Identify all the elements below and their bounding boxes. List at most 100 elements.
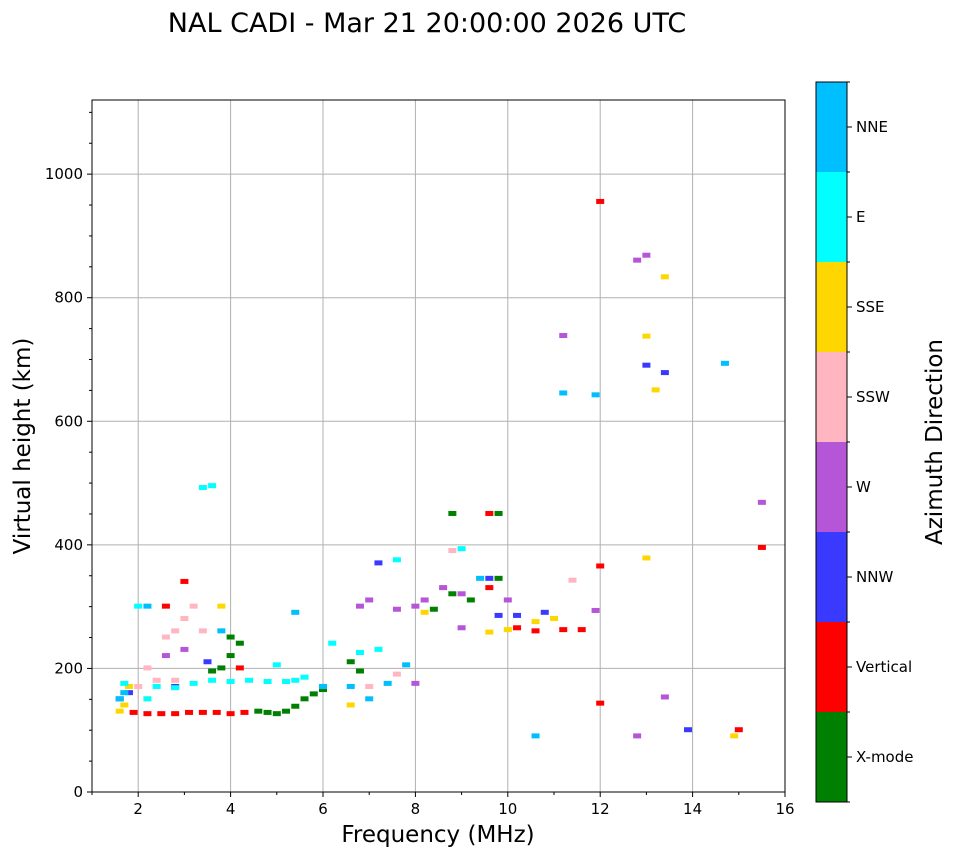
data-point-e — [392, 557, 401, 563]
data-point-vertical — [171, 711, 180, 717]
data-point-vertical — [129, 709, 138, 715]
data-point-sse — [642, 555, 651, 561]
data-point-w — [591, 607, 600, 613]
data-point-e — [374, 646, 383, 652]
y-tick-label: 600 — [54, 412, 83, 430]
data-point-nne — [383, 680, 392, 686]
colorbar-segment — [816, 622, 847, 712]
colorbar-tick-label: X-mode — [856, 748, 913, 766]
data-point-e — [457, 546, 466, 552]
data-point-e — [291, 677, 300, 683]
data-point-x-mode — [272, 711, 281, 717]
data-point-sse — [642, 333, 651, 339]
data-point-x-mode — [254, 708, 263, 714]
data-point-sse — [485, 629, 494, 635]
colorbar-label: Azimuth Direction — [922, 339, 948, 545]
data-point-ssw — [152, 677, 161, 683]
data-point-ssw — [189, 603, 198, 609]
data-point-nne — [120, 690, 129, 696]
data-point-nne — [291, 609, 300, 615]
data-point-e — [355, 649, 364, 655]
colorbar-segment — [816, 442, 847, 532]
data-point-x-mode — [217, 665, 226, 671]
data-point-ssw — [161, 634, 170, 640]
colorbar-segment — [816, 532, 847, 622]
data-point-sse — [531, 619, 540, 625]
y-axis-label: Virtual height (km) — [10, 338, 36, 555]
y-tick-label: 800 — [54, 289, 83, 307]
data-point-e — [171, 685, 180, 691]
y-axis: 0 200 400 600 800 1000 — [45, 111, 92, 801]
data-point-w — [439, 585, 448, 591]
data-point-w — [392, 606, 401, 612]
data-point-ssw — [448, 548, 457, 554]
x-tick-label: 4 — [226, 800, 236, 818]
data-point-w — [411, 680, 420, 686]
data-point-x-mode — [448, 510, 457, 516]
data-point-x-mode — [208, 668, 217, 674]
plot-area — [92, 100, 785, 792]
data-point-nne — [476, 575, 485, 581]
data-point-w — [420, 597, 429, 603]
data-point-w — [503, 597, 512, 603]
data-point-nnw — [494, 612, 503, 618]
x-tick-label: 12 — [591, 800, 610, 818]
colorbar-segment — [816, 712, 847, 802]
data-point-x-mode — [226, 634, 235, 640]
data-point-sse — [651, 387, 660, 393]
plot-frame — [91, 99, 786, 793]
data-point-w — [365, 597, 374, 603]
data-point-x-mode — [494, 575, 503, 581]
data-point-sse — [346, 702, 355, 708]
colorbar: X-mode Vertical NNW W SSW SSE E NNE — [815, 81, 913, 803]
data-point-ssw — [568, 577, 577, 583]
colorbar-tick-label: SSW — [856, 388, 890, 406]
colorbar-tick-label: W — [856, 478, 871, 496]
data-point-nnw — [540, 609, 549, 615]
data-point-vertical — [212, 709, 221, 715]
data-point-nnw — [513, 612, 522, 618]
data-point-vertical — [240, 709, 249, 715]
data-point-nne — [346, 683, 355, 689]
data-point-x-mode — [263, 709, 272, 715]
data-point-sse — [120, 702, 129, 708]
data-point-e — [208, 483, 217, 489]
data-point-x-mode — [429, 606, 438, 612]
data-point-vertical — [596, 563, 605, 569]
data-point-vertical — [531, 628, 540, 634]
data-point-ssw — [365, 683, 374, 689]
data-point-x-mode — [291, 703, 300, 709]
data-point-e — [143, 696, 152, 702]
data-point-e — [208, 677, 217, 683]
colorbar-tick-label: SSE — [856, 298, 885, 316]
data-point-ssw — [143, 665, 152, 671]
data-point-vertical — [596, 700, 605, 706]
data-point-e — [152, 683, 161, 689]
data-point-vertical — [757, 544, 766, 550]
data-point-sse — [730, 733, 739, 739]
data-point-nne — [143, 603, 152, 609]
data-point-e — [198, 485, 207, 491]
data-point-nne — [720, 360, 729, 366]
data-point-x-mode — [282, 708, 291, 714]
data-point-nnw — [660, 370, 669, 376]
x-axis-label: Frequency (MHz) — [341, 822, 534, 848]
data-point-x-mode — [494, 510, 503, 516]
x-tick-label: 2 — [133, 800, 143, 818]
data-point-vertical — [226, 711, 235, 717]
data-point-e — [226, 679, 235, 685]
data-point-sse — [660, 274, 669, 280]
x-tick-label: 6 — [318, 800, 328, 818]
data-point-sse — [550, 616, 558, 621]
data-point-e — [263, 679, 272, 685]
data-point-e — [245, 677, 254, 683]
data-point-sse — [420, 609, 429, 615]
data-point-x-mode — [235, 640, 244, 646]
data-point-w — [633, 257, 642, 263]
data-point-nnw — [642, 362, 651, 368]
data-point-vertical — [577, 627, 586, 633]
data-point-x-mode — [300, 696, 309, 702]
colorbar-segment — [816, 172, 847, 262]
colorbar-tick-label: NNW — [856, 568, 893, 586]
